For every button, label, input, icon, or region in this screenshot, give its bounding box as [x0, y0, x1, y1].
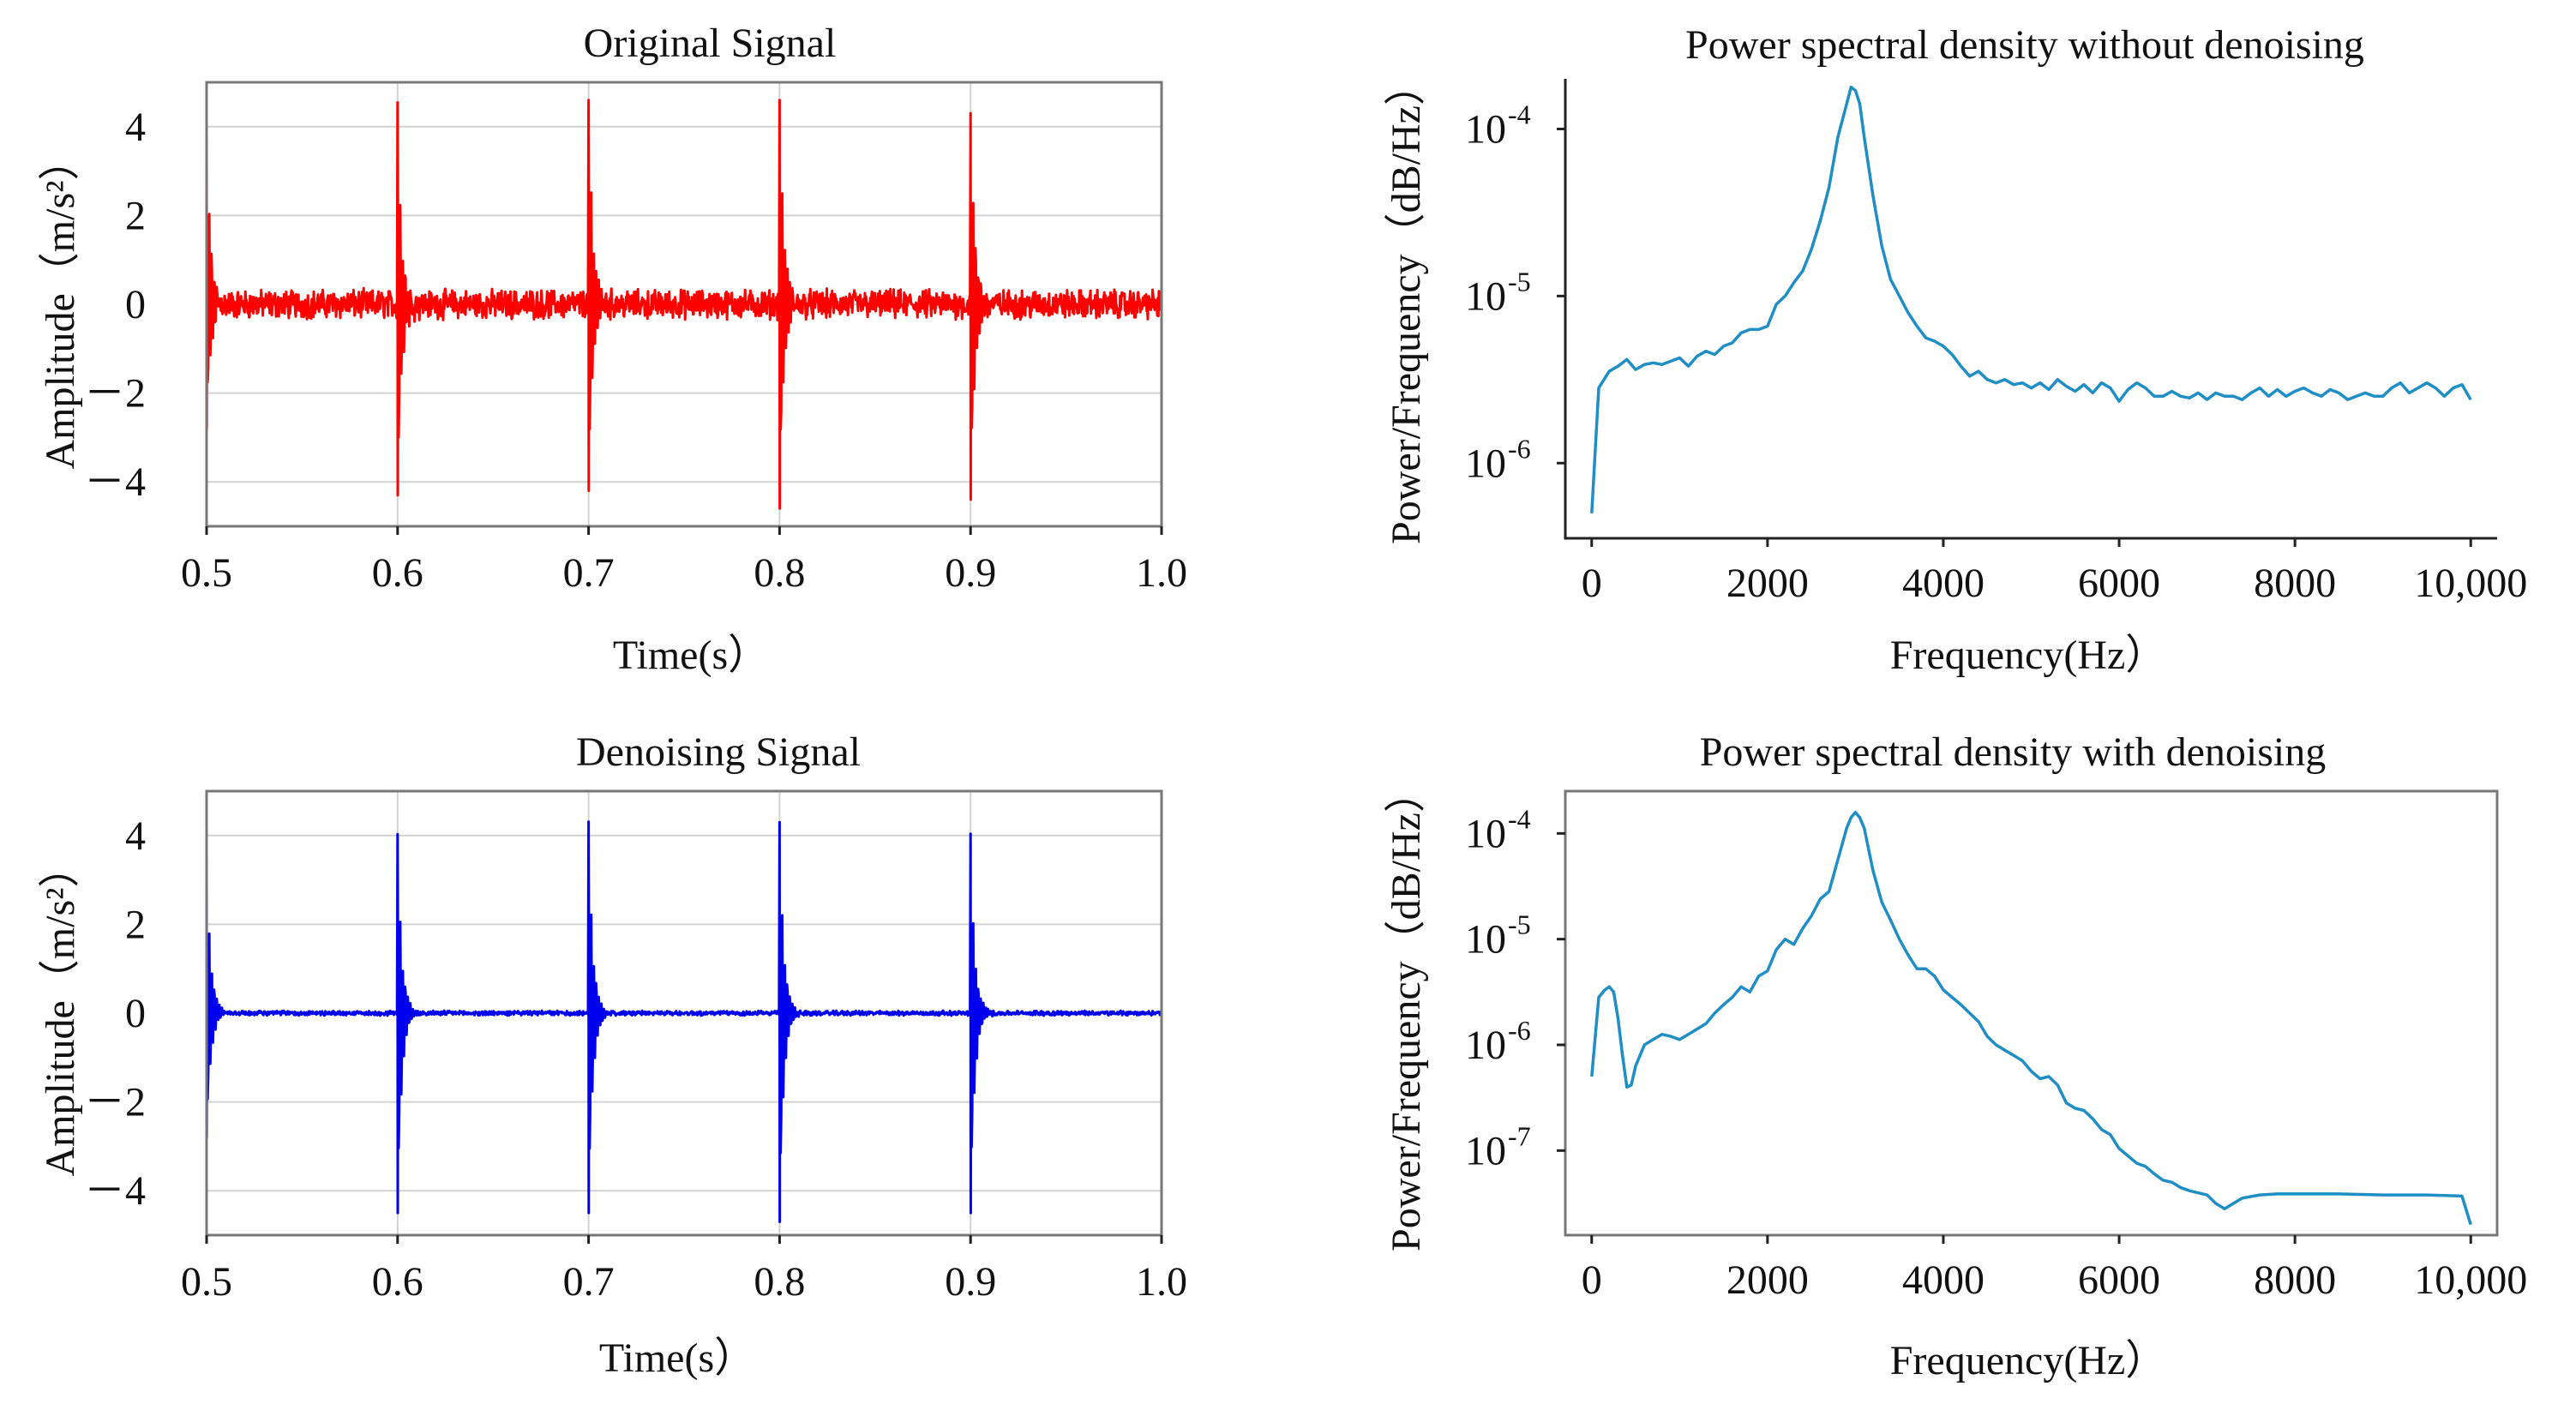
y-tick-label: 10	[1465, 811, 1506, 856]
x-tick-label: 6000	[2078, 1257, 2160, 1303]
plot-frame	[1564, 789, 2499, 1237]
signal-line	[205, 99, 1163, 510]
y-axis-label: Amplitude（m/s²）	[38, 846, 83, 1176]
x-tick-label: 4000	[1902, 561, 1985, 606]
x-tick-label: 10,000	[2414, 561, 2527, 606]
x-tick-label: 6000	[2078, 561, 2160, 606]
y-tick-exponent: -4	[1508, 99, 1531, 129]
y-axis-label: Power/Frequency（dB/Hz）	[1384, 771, 1429, 1251]
y-tick-label: 10	[1465, 1128, 1506, 1173]
x-axis-label: Time(s）	[599, 1335, 755, 1381]
y-axis-ticks: 4 2 0 －2 －4	[84, 105, 146, 505]
y-axis-ticks: 10-410-510-610-7	[1465, 803, 1565, 1173]
x-axis-ticks: 0 2000 4000 6000 8000 10,000	[1582, 538, 2527, 606]
signal-line	[205, 820, 1162, 1223]
x-tick-label: 0.8	[754, 550, 805, 596]
x-tick-label: 2000	[1726, 1257, 1809, 1303]
panel-psd-with-denoising: Power spectral density with denoising 0 2…	[1384, 729, 2527, 1383]
panel-psd-without-denoising: Power spectral density without denoising…	[1384, 22, 2527, 678]
y-tick-label: 10	[1465, 917, 1506, 963]
x-tick-label: 0	[1582, 561, 1602, 606]
x-tick-label: 0.9	[945, 550, 996, 596]
y-tick-label: 4	[125, 813, 146, 859]
y-tick-label: 4	[125, 105, 146, 150]
y-axis-label: Power/Frequency（dB/Hz）	[1384, 64, 1429, 544]
x-tick-label: 8000	[2254, 561, 2336, 606]
x-axis-ticks: 0.5 0.6 0.7 0.8 0.9 1.0	[181, 526, 1187, 596]
y-axis-ticks: 4 2 0 －2 －4	[84, 813, 146, 1214]
x-tick-label: 0.7	[563, 550, 615, 596]
y-tick-exponent: -5	[1508, 909, 1531, 940]
y-tick-label: 10	[1465, 441, 1506, 486]
x-axis-label: Time(s）	[613, 633, 769, 678]
y-tick-label: 0	[125, 282, 146, 327]
x-tick-label: 0	[1582, 1257, 1602, 1303]
x-tick-label: 4000	[1902, 1257, 1985, 1303]
y-tick-label: 10	[1465, 1023, 1506, 1068]
y-tick-label: －4	[84, 1168, 146, 1214]
x-tick-label: 0.5	[181, 550, 232, 596]
x-tick-label: 1.0	[1136, 1259, 1187, 1305]
x-tick-label: 2000	[1726, 561, 1809, 606]
panel-denoising-signal: Denoising Signal 0.5 0.6 0.7 0.8 0.9 1.0 4 2 0 －…	[38, 729, 1187, 1381]
plot-frame	[205, 789, 1163, 1237]
y-tick-label: －4	[84, 459, 146, 505]
x-tick-label: 0.6	[372, 1259, 423, 1305]
chart-title: Power spectral density without denoising	[1685, 22, 2364, 68]
y-tick-label: 10	[1465, 106, 1506, 152]
x-tick-label: 0.7	[563, 1259, 615, 1305]
chart-title: Original Signal	[584, 21, 837, 66]
x-axis-label: Frequency(Hz）	[1890, 633, 2167, 678]
chart-title: Denoising Signal	[576, 729, 861, 775]
x-tick-label: 0.9	[945, 1259, 996, 1305]
y-tick-label: 2	[125, 902, 146, 947]
axis-lines	[1564, 79, 2497, 540]
y-tick-exponent: -6	[1508, 1015, 1531, 1046]
y-tick-exponent: -7	[1508, 1120, 1531, 1151]
y-tick-exponent: -4	[1508, 803, 1531, 834]
psd-line	[1590, 85, 2472, 513]
panel-original-signal: Original Signal 0.5 0.6 0.7 0.8 0.9 1.0 4 2 0 －2…	[38, 21, 1187, 678]
x-tick-label: 0.6	[372, 550, 423, 596]
y-axis-ticks: 10-410-510-6	[1465, 99, 1565, 486]
x-tick-label: 1.0	[1136, 550, 1187, 596]
y-tick-label: 0	[125, 991, 146, 1036]
x-tick-label: 10,000	[2414, 1257, 2527, 1303]
plot-frame	[205, 81, 1163, 528]
y-tick-label: －2	[84, 1080, 146, 1125]
x-tick-label: 0.8	[754, 1259, 805, 1305]
x-tick-label: 0.5	[181, 1259, 232, 1305]
y-tick-exponent: -6	[1508, 433, 1531, 464]
x-axis-ticks: 0.5 0.6 0.7 0.8 0.9 1.0	[181, 1235, 1187, 1305]
chart-title: Power spectral density with denoising	[1700, 729, 2327, 775]
psd-line	[1590, 810, 2472, 1226]
y-axis-label: Amplitude（m/s²）	[38, 139, 83, 469]
y-tick-label: －2	[84, 371, 146, 417]
x-axis-label: Frequency(Hz）	[1890, 1338, 2167, 1383]
x-tick-label: 8000	[2254, 1257, 2336, 1303]
x-axis-ticks: 0 2000 4000 6000 8000 10,000	[1582, 1235, 2527, 1303]
y-tick-label: 10	[1465, 273, 1506, 319]
y-tick-label: 2	[125, 193, 146, 238]
y-tick-exponent: -5	[1508, 266, 1531, 297]
